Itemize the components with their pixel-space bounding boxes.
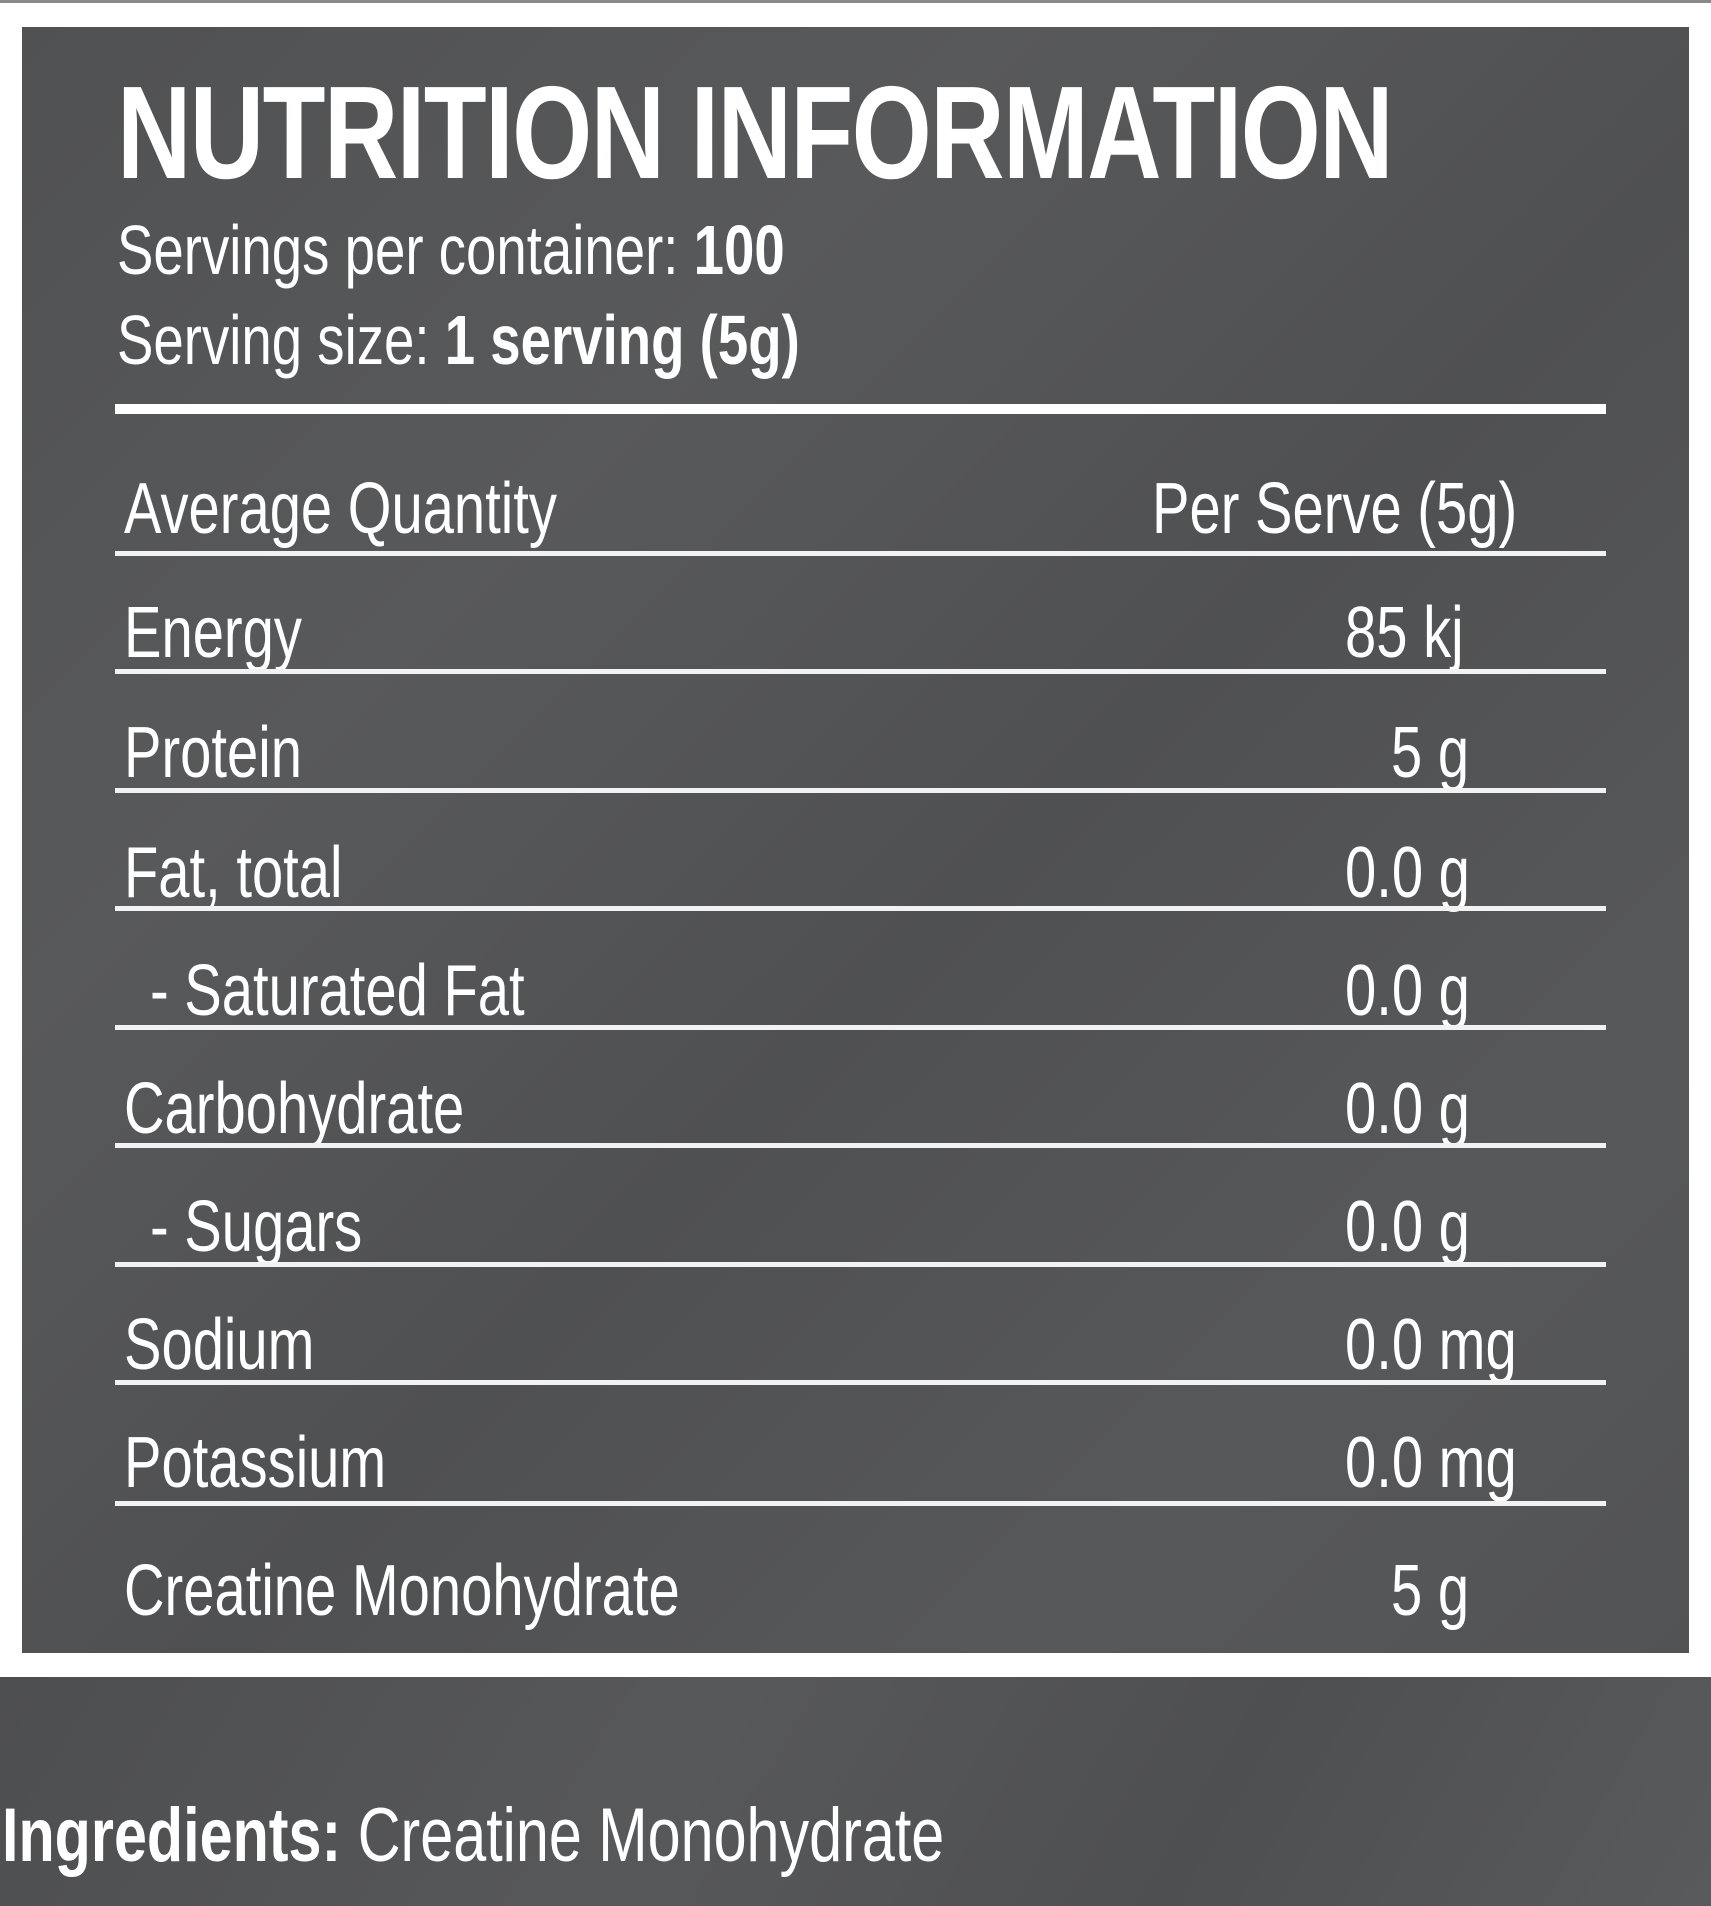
row-protein-label: Protein	[124, 713, 302, 793]
row-divider	[115, 1143, 1606, 1148]
ingredients-line: Ingredients: Creatine Monohydrate	[2, 1798, 944, 1874]
row-energy-value: 85 kj	[1345, 593, 1464, 673]
row-divider	[115, 1262, 1606, 1267]
column-header-per-serve: Per Serve (5g)	[1152, 469, 1518, 549]
ingredients-band	[0, 1677, 1711, 1906]
row-creatine-value: 5 g	[1391, 1551, 1470, 1631]
row-divider	[115, 669, 1606, 674]
row-energy-label: Energy	[124, 593, 302, 673]
row-sodium-label: Sodium	[124, 1305, 315, 1385]
row-fat-total-value: 0.0 g	[1345, 833, 1470, 913]
row-sugars-label: - Sugars	[150, 1187, 363, 1267]
row-potassium-label: Potassium	[124, 1423, 387, 1503]
servings-per-container-label: Servings per container:	[117, 211, 679, 289]
panel-title: NUTRITION INFORMATION	[117, 59, 1394, 206]
row-saturated-fat-label: - Saturated Fat	[150, 951, 525, 1031]
row-potassium-value: 0.0 mg	[1345, 1423, 1517, 1503]
serving-size: Serving size: 1 serving (5g)	[117, 305, 800, 375]
column-header-quantity: Average Quantity	[124, 469, 557, 549]
nutrition-panel: NUTRITION INFORMATION Servings per conta…	[22, 27, 1689, 1653]
row-sodium-value: 0.0 mg	[1345, 1305, 1517, 1385]
row-divider	[115, 1380, 1606, 1385]
row-fat-total-label: Fat, total	[124, 833, 343, 913]
row-saturated-fat-value: 0.0 g	[1345, 951, 1470, 1031]
row-divider	[115, 788, 1606, 793]
row-protein-value: 5 g	[1391, 713, 1470, 793]
row-divider	[115, 1025, 1606, 1030]
row-divider	[115, 1501, 1606, 1506]
row-creatine-label: Creatine Monohydrate	[124, 1551, 680, 1631]
row-carbohydrate-label: Carbohydrate	[124, 1069, 465, 1149]
ingredients-label: Ingredients:	[2, 1793, 342, 1878]
row-divider	[115, 906, 1606, 911]
servings-per-container-value: 100	[693, 211, 785, 289]
serving-size-value: 1 serving (5g)	[444, 301, 800, 379]
row-divider	[115, 551, 1606, 556]
row-sugars-value: 0.0 g	[1345, 1187, 1470, 1267]
header-rule	[115, 404, 1606, 414]
top-border	[0, 0, 1711, 3]
servings-per-container: Servings per container: 100	[117, 215, 785, 285]
serving-size-label: Serving size:	[117, 301, 430, 379]
row-carbohydrate-value: 0.0 g	[1345, 1069, 1470, 1149]
ingredients-value: Creatine Monohydrate	[357, 1793, 945, 1878]
